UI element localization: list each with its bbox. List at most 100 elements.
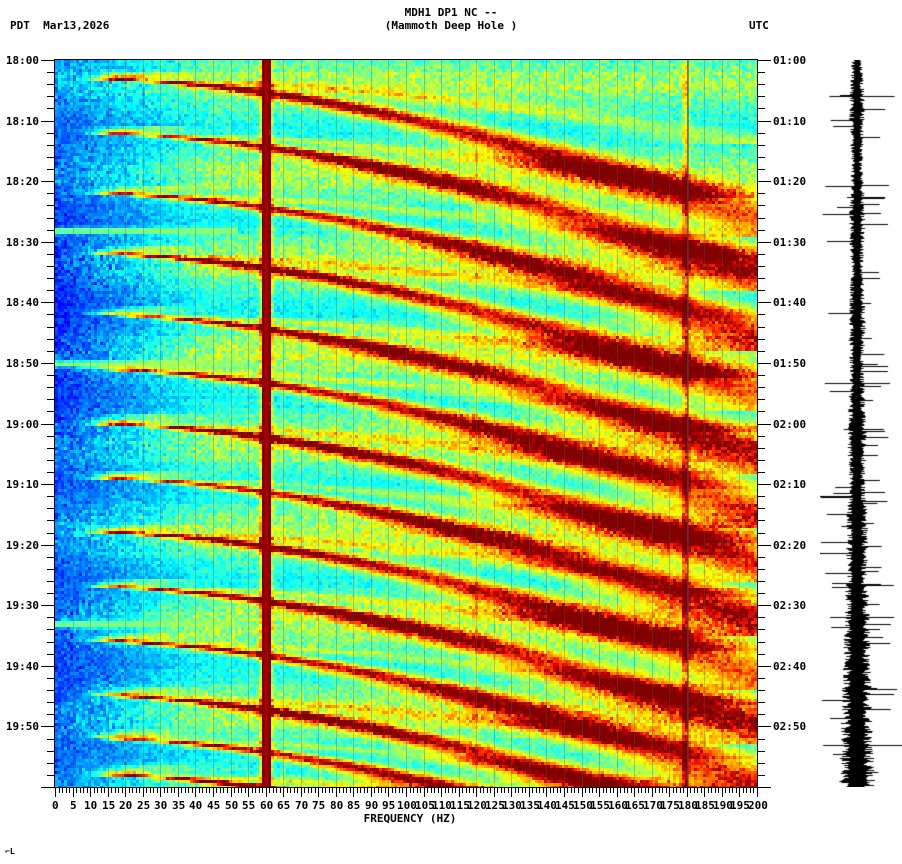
- freq-tick-minor: [536, 787, 537, 793]
- time-tick-minor: [757, 399, 765, 400]
- freq-tick-major: [511, 787, 512, 797]
- freq-tick-minor: [167, 787, 168, 793]
- freq-tick-minor: [736, 787, 737, 793]
- time-tick-minor: [757, 508, 765, 509]
- time-tick-major: [757, 666, 771, 667]
- frequency-axis-bottom: 0 5 10 15 20 25 30 35 40 45 50 55 60 65 70 75 80 85 90 95 10…: [52, 787, 768, 827]
- freq-tick-minor: [294, 787, 295, 793]
- time-tick-minor: [47, 714, 55, 715]
- freq-tick-minor: [592, 787, 593, 793]
- freq-tick-minor: [613, 787, 614, 793]
- time-tick-minor: [757, 520, 765, 521]
- freq-tick-minor: [508, 787, 509, 793]
- freq-tick-minor: [413, 787, 414, 793]
- freq-tick-minor: [715, 787, 716, 793]
- freq-tick-minor: [427, 787, 428, 793]
- time-axis-spine: [757, 60, 758, 787]
- freq-tick-major: [704, 787, 705, 797]
- freq-tick-minor: [648, 787, 649, 793]
- time-tick-minor: [47, 218, 55, 219]
- freq-tick-minor: [185, 787, 186, 793]
- freq-tick-major: [459, 787, 460, 797]
- time-tick-minor: [47, 375, 55, 376]
- freq-tick-major: [634, 787, 635, 797]
- time-tick-major: [41, 302, 55, 303]
- time-tick-minor: [757, 72, 765, 73]
- freq-tick-minor: [150, 787, 151, 793]
- spectrogram-plot[interactable]: [55, 60, 757, 787]
- freq-tick-minor: [497, 787, 498, 793]
- freq-tick-minor: [325, 787, 326, 793]
- freq-label: 15: [102, 799, 116, 812]
- freq-tick-minor: [518, 787, 519, 793]
- time-tick-minor: [47, 508, 55, 509]
- freq-tick-minor: [223, 787, 224, 793]
- freq-tick-major: [388, 787, 389, 797]
- freq-label: 120: [467, 799, 487, 812]
- freq-tick-minor: [378, 787, 379, 793]
- time-tick-minor: [757, 690, 765, 691]
- time-tick-minor: [47, 678, 55, 679]
- time-tick-minor: [757, 411, 765, 412]
- freq-tick-minor: [343, 787, 344, 793]
- freq-tick-minor: [452, 787, 453, 793]
- freq-tick-minor: [434, 787, 435, 793]
- time-tick-minor: [757, 375, 765, 376]
- freq-tick-minor: [329, 787, 330, 793]
- freq-tick-minor: [683, 787, 684, 793]
- freq-tick-minor: [308, 787, 309, 793]
- freq-label: 65: [277, 799, 291, 812]
- time-tick-minor: [757, 327, 765, 328]
- freq-tick-major: [90, 787, 91, 797]
- time-label-pdt: 19:40: [5, 660, 39, 673]
- freq-tick-minor: [199, 787, 200, 793]
- time-tick-major: [757, 363, 771, 364]
- time-label-pdt: 18:40: [5, 296, 39, 309]
- frequency-axis-title: FREQUENCY (HZ): [363, 812, 457, 825]
- freq-tick-minor: [188, 787, 189, 793]
- freq-tick-minor: [553, 787, 554, 793]
- freq-tick-minor: [164, 787, 165, 793]
- freq-tick-minor: [490, 787, 491, 793]
- freq-tick-major: [476, 787, 477, 797]
- freq-label: 45: [207, 799, 221, 812]
- freq-label: 55: [242, 799, 256, 812]
- freq-tick-minor: [227, 787, 228, 793]
- time-tick-minor: [757, 775, 765, 776]
- freq-tick-minor: [676, 787, 677, 793]
- time-tick-major: [757, 424, 771, 425]
- time-tick-major: [41, 121, 55, 122]
- freq-tick-minor: [259, 787, 260, 793]
- time-tick-minor: [757, 448, 765, 449]
- time-tick-minor: [47, 448, 55, 449]
- time-tick-minor: [47, 193, 55, 194]
- freq-tick-minor: [550, 787, 551, 793]
- time-label-utc: 02:40: [773, 660, 807, 673]
- time-tick-minor: [47, 411, 55, 412]
- freq-tick-major: [529, 787, 530, 797]
- time-tick-minor: [47, 72, 55, 73]
- time-tick-minor: [47, 533, 55, 534]
- freq-tick-minor: [304, 787, 305, 793]
- freq-tick-minor: [480, 787, 481, 793]
- freq-label: 100: [397, 799, 417, 812]
- freq-tick-minor: [567, 787, 568, 793]
- freq-tick-minor: [673, 787, 674, 793]
- time-tick-minor: [47, 569, 55, 570]
- freq-label: 200: [748, 799, 768, 812]
- freq-tick-major: [125, 787, 126, 797]
- freq-tick-major: [195, 787, 196, 797]
- freq-label: 160: [608, 799, 628, 812]
- freq-tick-minor: [631, 787, 632, 793]
- time-axis-left-pdt: 18:00 18:10 18:20 18:30 18:40 18:50 19:00 19:10…: [0, 54, 55, 788]
- freq-tick-minor: [448, 787, 449, 793]
- freq-tick-minor: [80, 787, 81, 793]
- freq-tick-minor: [66, 787, 67, 793]
- freq-tick-minor: [94, 787, 95, 793]
- freq-tick-minor: [104, 787, 105, 793]
- freq-tick-minor: [610, 787, 611, 793]
- freq-tick-minor: [181, 787, 182, 793]
- freq-label: 180: [678, 799, 698, 812]
- spectrogram-canvas: [55, 60, 757, 787]
- freq-tick-minor: [466, 787, 467, 793]
